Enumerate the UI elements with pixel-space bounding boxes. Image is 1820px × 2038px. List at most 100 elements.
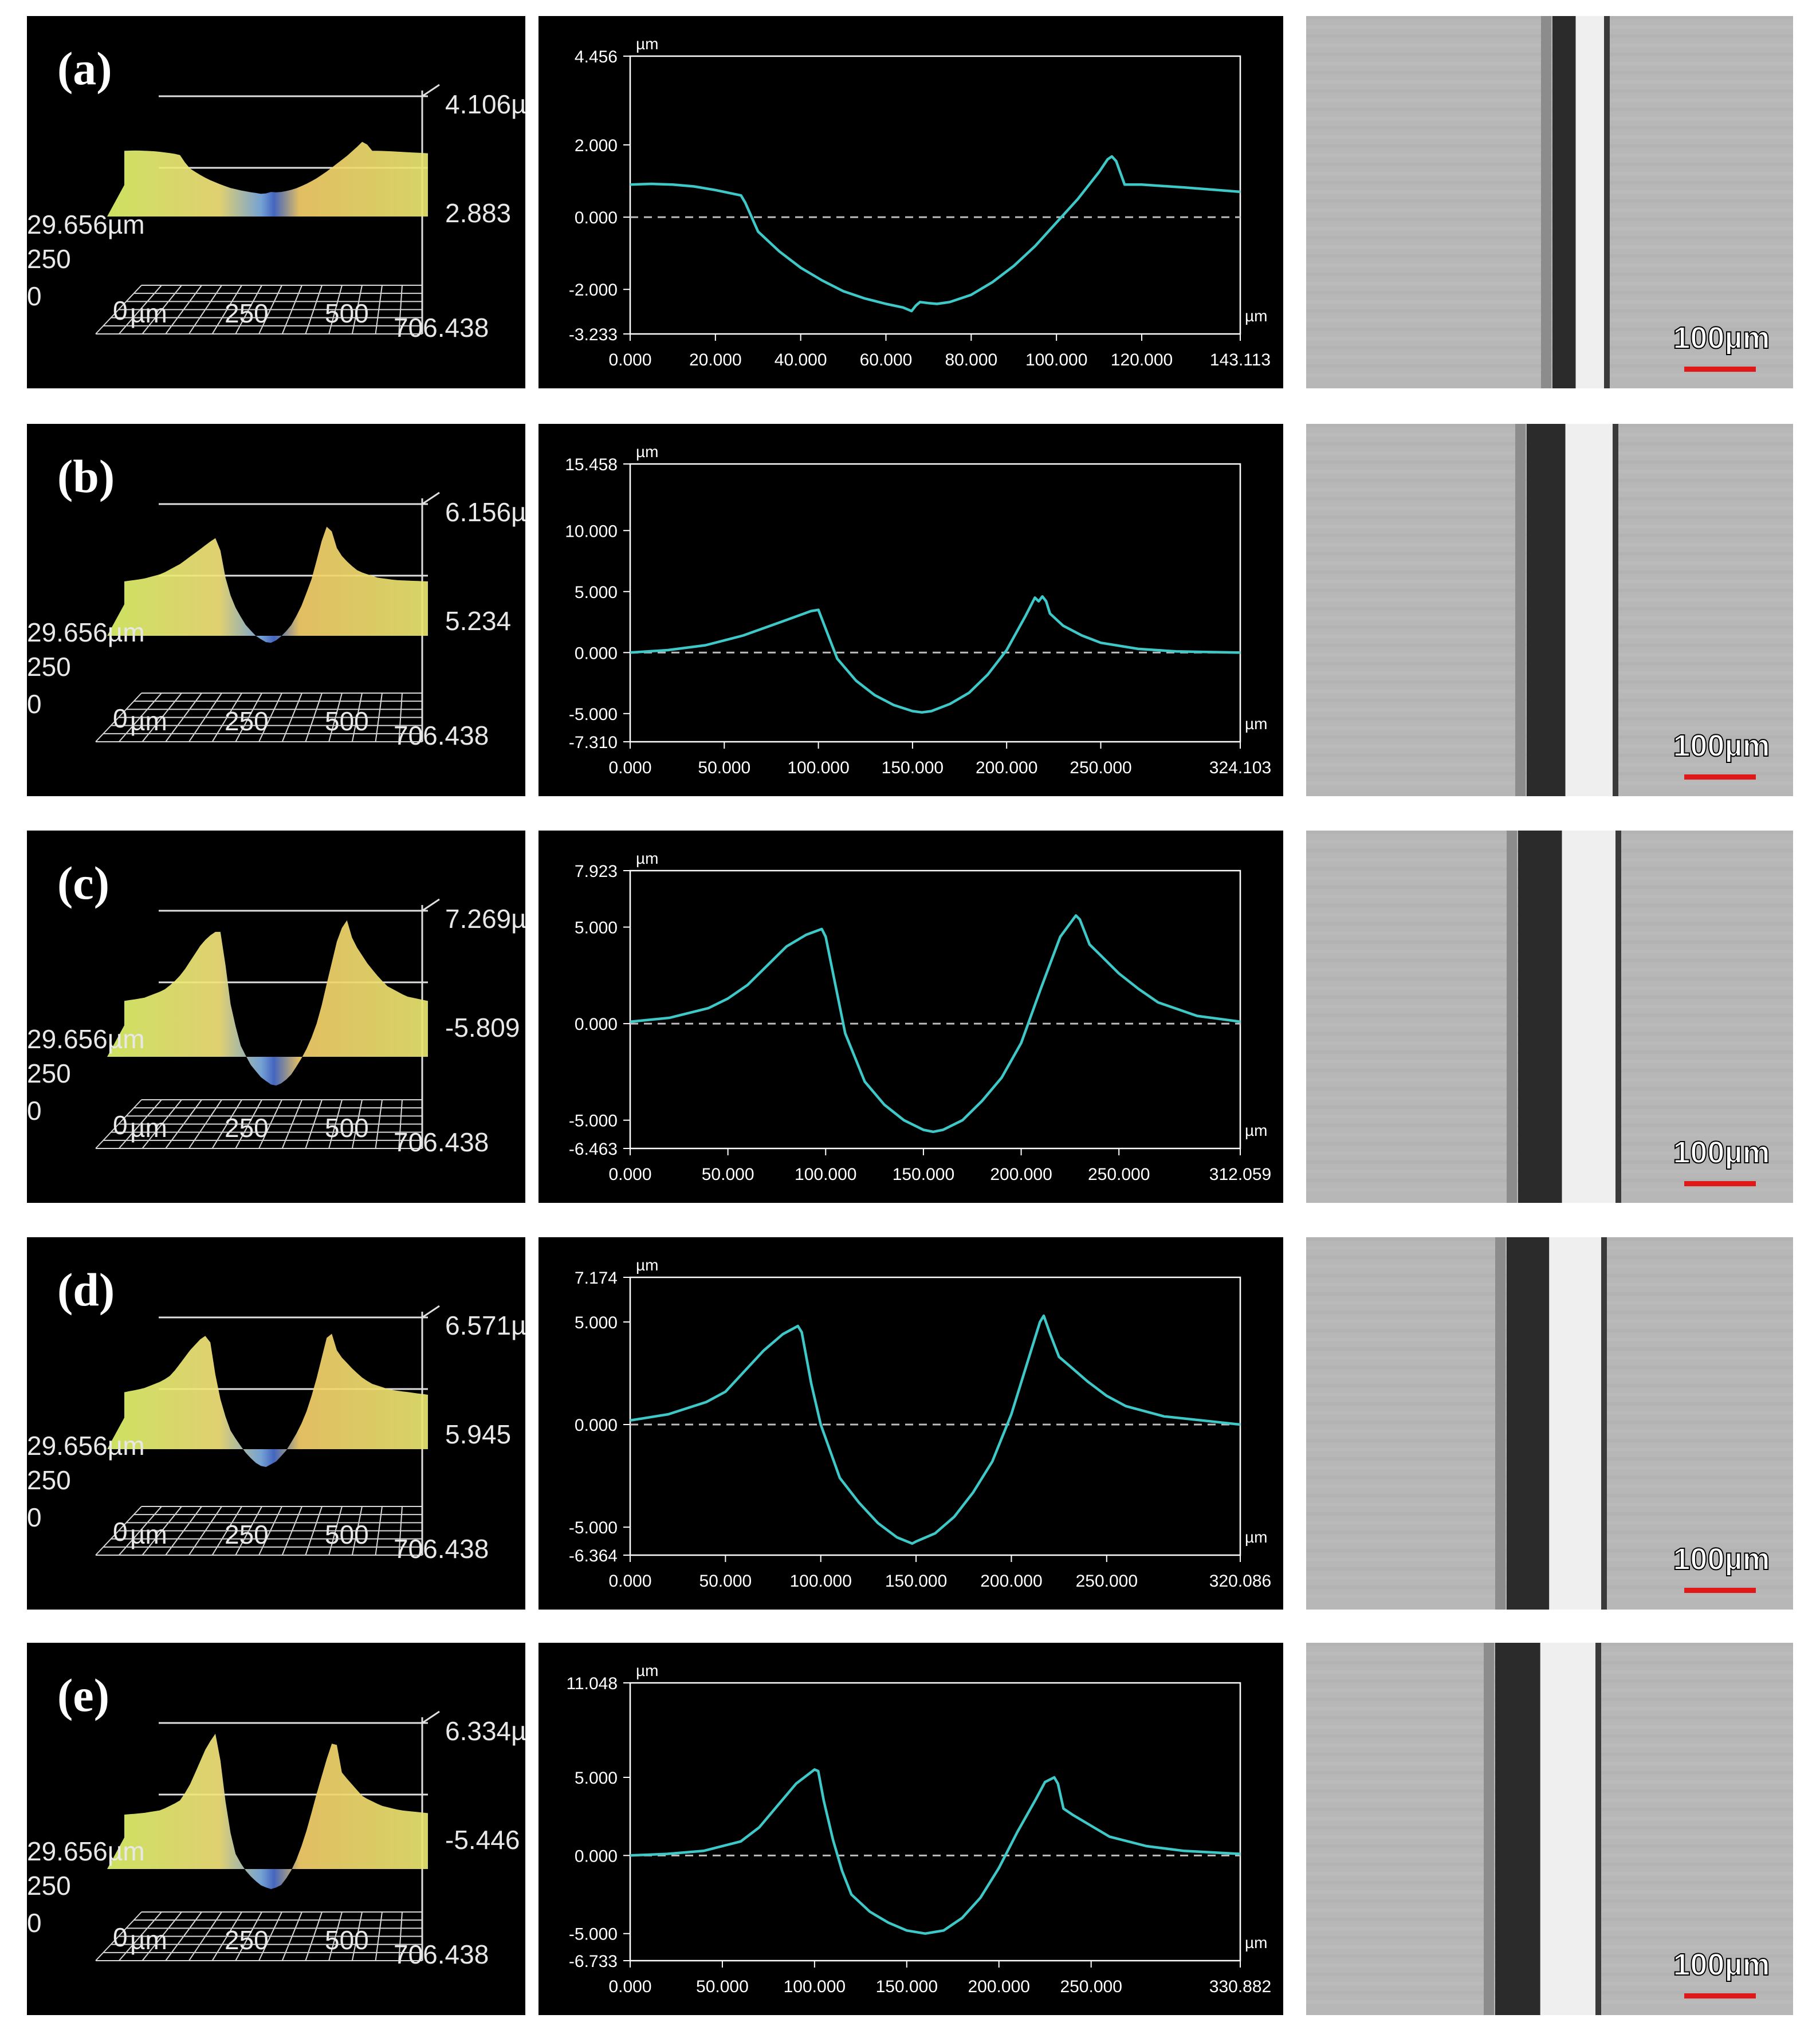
y-tick-label: -5.000 xyxy=(569,705,618,724)
x-tick-label: 320.086 xyxy=(1209,1572,1271,1591)
groove-edge-right xyxy=(1615,831,1621,1203)
surface-frame-corner xyxy=(422,1710,440,1724)
y-unit-label: µm xyxy=(636,1662,658,1679)
x-unit-label: µm xyxy=(1245,1122,1267,1139)
panel-label: (e) xyxy=(57,1669,110,1721)
panel-label: (d) xyxy=(57,1264,115,1316)
scale-bar-label: 100µm xyxy=(1673,1542,1770,1576)
y-tick-label: 0.000 xyxy=(575,1416,618,1435)
y-tick-label: 0.000 xyxy=(575,208,618,227)
scale-bar-label: 100µm xyxy=(1673,1947,1770,1982)
y-tick-label: 11.048 xyxy=(566,1674,618,1693)
profile-background xyxy=(538,1643,1283,2015)
x-tick-label: 40.000 xyxy=(775,351,827,369)
y-tick-label: 10.000 xyxy=(565,522,618,541)
groove-bright-wall xyxy=(1549,1237,1601,1610)
plot-frame xyxy=(629,55,1241,335)
y-tick-label: 250 xyxy=(27,1059,71,1088)
x-tick-label: 500 xyxy=(325,1113,369,1143)
y-max-label: 29.656µm xyxy=(27,1836,145,1866)
surface-grid-floor xyxy=(95,1911,423,1961)
y-tick-label: 250 xyxy=(27,652,71,682)
z-bottom-label: 2.883 xyxy=(445,198,511,228)
surface-frame-corner xyxy=(422,84,440,97)
surface-mesh xyxy=(107,526,428,643)
x-tick-label: 500 xyxy=(325,1925,369,1955)
y-unit-label: µm xyxy=(636,1256,658,1274)
x-tick-label: 200.000 xyxy=(968,1977,1030,1996)
x-tick-label: 0 xyxy=(113,1517,128,1547)
micrograph-panel: 100µm xyxy=(1306,16,1793,388)
x-tick-label: 706.438 xyxy=(394,1534,489,1564)
groove-edge-right xyxy=(1601,1237,1607,1610)
groove-edge-right xyxy=(1613,424,1618,796)
surface-grid-floor xyxy=(95,285,423,335)
x-tick-label: 50.000 xyxy=(698,758,750,777)
y-tick-label: 0 xyxy=(27,1908,42,1938)
profile-chart: 4.456 2.000 0.000 -2.000 -3.233 0.000 20.000 40… xyxy=(538,16,1283,388)
groove-edge-left xyxy=(1507,831,1517,1203)
surface-3d-panel: 7.269µm-5.80929.656µm25000µm250500706.43… xyxy=(27,831,525,1203)
y-tick-label: 7.923 xyxy=(575,862,618,881)
y-tick-label: -7.310 xyxy=(569,733,618,752)
x-tick-label: 0 xyxy=(113,703,128,733)
groove-edge-right xyxy=(1604,16,1610,388)
micrograph-panel: 100µm xyxy=(1306,1237,1793,1610)
x-tick-label: 330.882 xyxy=(1209,1977,1271,1996)
x-tick-label: 60.000 xyxy=(860,351,913,369)
surface-frame-corner xyxy=(422,1305,440,1319)
groove-bright-wall xyxy=(1575,16,1604,388)
y-max-label: 29.656µm xyxy=(27,617,145,647)
x-tick-label: 150.000 xyxy=(885,1572,947,1591)
y-tick-label: -3.233 xyxy=(569,325,618,344)
scale-bar xyxy=(1684,1588,1756,1593)
z-top-label: 6.156µm xyxy=(445,497,525,527)
profile-background xyxy=(538,16,1283,388)
scale-bar xyxy=(1684,1181,1756,1186)
groove-bright-wall xyxy=(1565,424,1613,796)
x-tick-label: 250 xyxy=(225,1113,269,1143)
profile-chart: 15.458 10.000 5.000 0.000 -5.000 -7.310 0.000 5… xyxy=(538,424,1283,796)
x-tick-label: 0.000 xyxy=(608,1977,651,1996)
groove-shadow xyxy=(1527,424,1566,796)
profile-chart: 7.923 5.000 0.000 -5.000 -6.463 0.000 50.000 10… xyxy=(538,831,1283,1203)
x-unit-label: µm xyxy=(130,1520,167,1549)
groove-bright-wall xyxy=(1562,831,1615,1203)
x-tick-label: 500 xyxy=(325,706,369,736)
x-tick-label: 500 xyxy=(325,1520,369,1549)
groove-shadow xyxy=(1507,1237,1550,1610)
x-tick-label: 50.000 xyxy=(702,1165,754,1184)
y-tick-label: 7.174 xyxy=(575,1269,618,1288)
surface-grid-floor xyxy=(95,1099,423,1149)
y-tick-label: -6.364 xyxy=(569,1547,618,1565)
x-tick-label: 200.000 xyxy=(980,1572,1042,1591)
z-bottom-label: 5.945 xyxy=(445,1419,511,1449)
x-tick-label: 250.000 xyxy=(1070,758,1131,777)
x-tick-label: 150.000 xyxy=(882,758,944,777)
z-top-label: 7.269µm xyxy=(445,904,525,934)
x-tick-label: 706.438 xyxy=(394,721,489,750)
x-tick-label: 250 xyxy=(225,1925,269,1955)
scale-bar-label: 100µm xyxy=(1673,321,1770,355)
x-unit-label: µm xyxy=(130,1925,167,1955)
x-unit-label: µm xyxy=(1245,715,1267,733)
y-unit-label: µm xyxy=(636,849,658,867)
scale-bar xyxy=(1684,774,1756,780)
y-tick-label: 0 xyxy=(27,1096,42,1126)
surface-mesh xyxy=(107,1333,428,1467)
x-tick-label: 150.000 xyxy=(893,1165,954,1184)
profile-background xyxy=(538,424,1283,796)
groove-shadow xyxy=(1495,1643,1540,2015)
z-top-label: 6.571µm xyxy=(445,1311,525,1340)
z-bottom-label: -5.809 xyxy=(445,1013,520,1042)
x-tick-label: 250.000 xyxy=(1088,1165,1150,1184)
x-tick-label: 250.000 xyxy=(1060,1977,1122,1996)
profile-background xyxy=(538,1237,1283,1610)
x-tick-label: 100.000 xyxy=(795,1165,856,1184)
y-tick-label: 5.000 xyxy=(575,919,618,938)
z-bottom-label: -5.446 xyxy=(445,1825,520,1855)
x-tick-label: 0.000 xyxy=(608,758,651,777)
